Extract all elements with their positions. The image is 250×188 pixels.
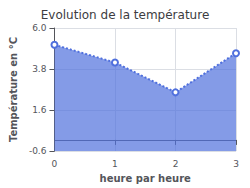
svg-text:6.0: 6.0 <box>32 23 47 33</box>
svg-text:0: 0 <box>52 159 58 169</box>
svg-text:Température en °C: Température en °C <box>8 37 19 142</box>
svg-text:1: 1 <box>112 159 118 169</box>
svg-text:-0.6: -0.6 <box>29 146 47 156</box>
svg-text:3: 3 <box>233 159 239 169</box>
svg-text:heure par heure: heure par heure <box>100 173 191 184</box>
svg-text:1.6: 1.6 <box>32 105 47 115</box>
svg-text:3.8: 3.8 <box>32 64 47 74</box>
svg-text:Evolution de la température: Evolution de la température <box>41 8 210 22</box>
svg-text:2: 2 <box>173 159 179 169</box>
